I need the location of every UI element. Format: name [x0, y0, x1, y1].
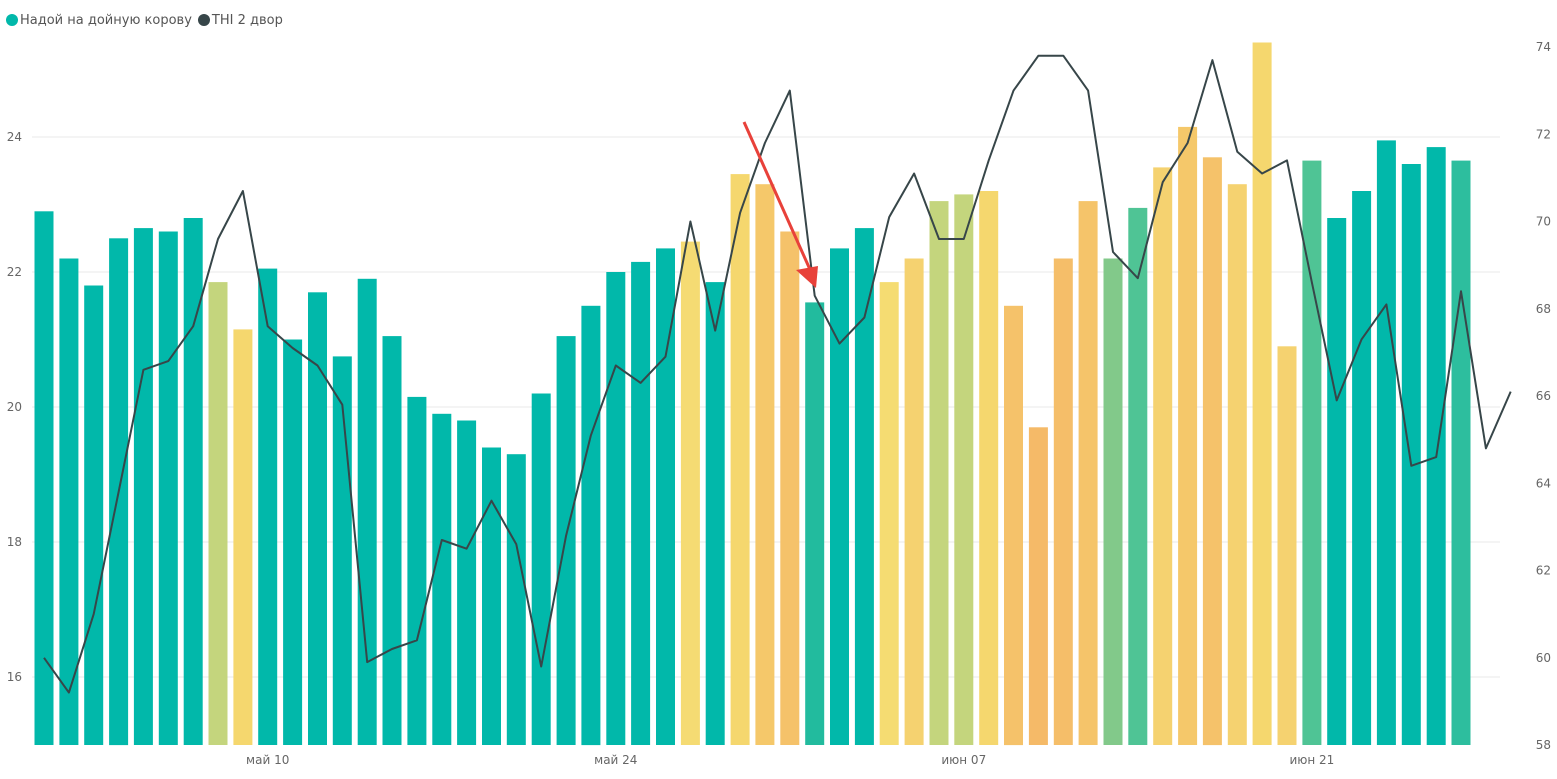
bar — [158, 231, 178, 745]
y-left-tick-label: 18 — [7, 535, 22, 549]
y-left-tick-label: 22 — [7, 265, 22, 279]
bar — [1401, 164, 1421, 745]
bar — [606, 272, 626, 745]
x-tick-label: май 10 — [246, 753, 289, 767]
legend-label-thi: THI 2 двор — [211, 12, 283, 28]
y-right-tick-label: 70 — [1536, 215, 1551, 229]
legend-marker-thi — [197, 14, 210, 26]
bar — [258, 268, 278, 745]
thi-line — [43, 54, 1512, 694]
bar — [1277, 346, 1297, 745]
bar — [1128, 207, 1148, 745]
bar — [506, 454, 526, 745]
bar — [531, 393, 551, 745]
bar — [904, 258, 924, 745]
bar — [1426, 147, 1446, 746]
bar — [1028, 427, 1048, 745]
bar — [780, 231, 800, 745]
bar — [1451, 160, 1471, 746]
bar — [954, 194, 974, 745]
bar — [84, 285, 104, 745]
bar — [680, 241, 700, 745]
y-right-tick-label: 60 — [1536, 651, 1551, 665]
bar — [879, 282, 899, 745]
bar — [233, 329, 253, 745]
legend-marker-yield — [6, 14, 18, 26]
bar — [1178, 126, 1198, 745]
bar — [705, 282, 725, 745]
bar — [979, 191, 999, 745]
bar — [34, 211, 54, 746]
bar — [805, 302, 825, 745]
bar — [1327, 218, 1347, 745]
bar — [854, 228, 874, 746]
bar — [581, 305, 601, 746]
y-right-tick-label: 72 — [1536, 127, 1551, 141]
bar — [382, 336, 402, 745]
legend: Надой на дойную корову THI 2 двор — [6, 11, 289, 29]
bar — [656, 248, 675, 745]
annotations — [742, 121, 818, 288]
bar — [1004, 305, 1023, 746]
y-right-tick-label: 68 — [1536, 302, 1551, 316]
y-axis-right: 58 60 62 64 66 68 70 72 74 — [1536, 40, 1551, 752]
bar — [1376, 140, 1396, 745]
bar — [929, 201, 949, 746]
line-series-thi — [43, 54, 1512, 694]
bar — [730, 174, 750, 746]
x-axis: май 10 май 24 июн 07 июн 21 — [246, 753, 1334, 767]
legend-item-yield[interactable]: Надой на дойную корову — [6, 13, 192, 28]
bar — [1103, 258, 1123, 745]
bar — [357, 278, 377, 745]
legend-item-thi[interactable]: THI 2 двор — [197, 12, 283, 28]
legend-label-yield: Надой на дойную корову — [20, 12, 192, 28]
annotation-arrow-head — [796, 266, 818, 288]
y-axis-left: 16 18 20 22 24 — [7, 130, 22, 684]
bar — [1352, 191, 1372, 745]
bar — [1078, 201, 1098, 746]
y-left-tick-label: 24 — [7, 130, 22, 144]
bar — [208, 282, 228, 745]
bar — [407, 396, 427, 745]
y-right-tick-label: 66 — [1536, 389, 1551, 403]
bar — [1227, 184, 1247, 745]
bar — [830, 248, 849, 745]
y-right-tick-label: 62 — [1536, 564, 1551, 578]
bar — [1053, 258, 1073, 745]
bar — [183, 218, 203, 745]
bar — [755, 184, 775, 745]
y-right-tick-label: 58 — [1536, 738, 1551, 752]
bar — [59, 258, 79, 745]
x-tick-label: июн 21 — [1289, 753, 1334, 767]
bar — [1202, 157, 1222, 746]
bar — [308, 292, 327, 745]
x-tick-label: июн 07 — [941, 753, 986, 767]
bar — [1252, 42, 1272, 745]
bar — [432, 413, 452, 745]
bar — [482, 447, 501, 745]
bar — [1153, 167, 1173, 745]
y-left-tick-label: 16 — [7, 670, 22, 684]
bar — [631, 261, 651, 745]
annotation-arrow-shaft — [742, 121, 814, 275]
bar — [457, 420, 477, 745]
bar-series-yield — [34, 42, 1471, 746]
bar — [283, 339, 303, 745]
bar — [133, 228, 153, 746]
x-tick-label: май 24 — [594, 753, 637, 767]
y-left-tick-label: 20 — [7, 400, 22, 414]
y-right-tick-label: 74 — [1536, 40, 1551, 54]
y-right-tick-label: 64 — [1536, 476, 1551, 490]
